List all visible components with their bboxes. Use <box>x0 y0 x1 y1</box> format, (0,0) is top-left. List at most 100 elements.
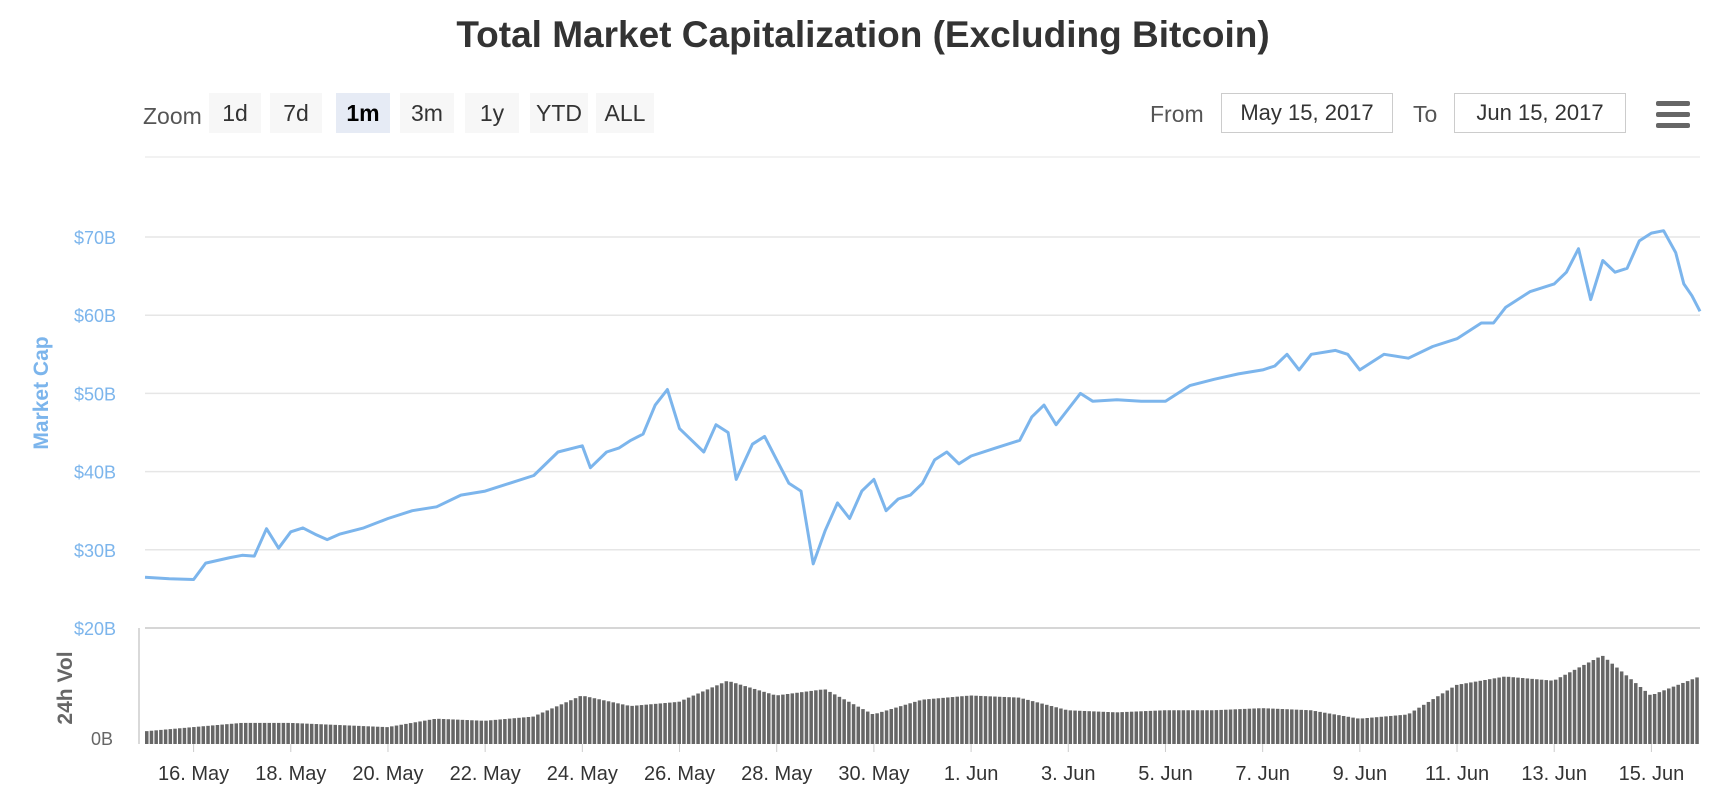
volume-bar <box>1403 714 1407 744</box>
volume-bar <box>790 693 795 744</box>
volume-bar <box>1525 678 1530 744</box>
y-tick-label: $40B <box>74 463 116 483</box>
volume-bar <box>1586 662 1591 744</box>
volume-bar <box>1228 709 1233 744</box>
volume-bar <box>1563 674 1567 744</box>
volume-bar <box>1054 707 1058 744</box>
volume-bar <box>1238 709 1242 744</box>
zoom-all-button[interactable]: ALL <box>596 93 654 133</box>
volume-bar <box>1572 669 1577 744</box>
volume-bar <box>964 695 969 744</box>
volume-bar <box>1205 710 1209 744</box>
zoom-1m-button[interactable]: 1m <box>336 93 390 133</box>
x-tick-label: 16. May <box>158 763 229 785</box>
x-tick-label: 18. May <box>255 763 326 785</box>
volume-bar <box>1167 710 1172 744</box>
x-tick-label: 13. Jun <box>1521 763 1587 785</box>
volume-bar <box>941 697 945 744</box>
to-date-input[interactable]: Jun 15, 2017 <box>1454 93 1626 133</box>
volume-bar <box>950 697 955 744</box>
volume-bar <box>1129 711 1134 744</box>
from-date-input[interactable]: May 15, 2017 <box>1221 93 1393 133</box>
volume-bar <box>512 718 517 744</box>
volume-bar <box>1040 703 1044 744</box>
volume-bar <box>276 722 281 744</box>
volume-bar <box>380 726 385 744</box>
volume-bar <box>1257 708 1261 744</box>
volume-bar <box>1558 677 1563 744</box>
volume-bar <box>587 697 592 744</box>
volume-bar <box>701 691 705 744</box>
volume-bar <box>856 706 861 744</box>
volume-bar <box>1643 690 1647 744</box>
volume-bar <box>413 722 418 744</box>
zoom-7d-button[interactable]: 7d <box>270 93 322 133</box>
volume-bar <box>182 727 187 744</box>
volume-bar <box>371 726 375 744</box>
volume-bar <box>644 704 648 744</box>
volume-bar <box>814 690 818 744</box>
volume-bar <box>1530 678 1534 744</box>
hamburger-menu-icon[interactable] <box>1656 101 1690 129</box>
volume-bar <box>531 716 535 744</box>
volume-bar <box>818 689 823 744</box>
zoom-ytd-button[interactable]: YTD <box>530 93 588 133</box>
volume-bar <box>550 708 554 744</box>
zoom-1d-button[interactable]: 1d <box>209 93 261 133</box>
volume-bar <box>1577 667 1581 744</box>
volume-bar <box>1299 709 1303 744</box>
volume-bar <box>1186 710 1190 744</box>
volume-bar <box>738 684 743 744</box>
volume-bar <box>1209 710 1214 744</box>
volume-bar <box>1115 712 1120 744</box>
volume-bar <box>493 719 498 744</box>
volume-bar <box>1464 683 1468 744</box>
volume-bar <box>1045 704 1049 744</box>
volume-bar <box>526 716 531 744</box>
volume-bar <box>507 718 512 744</box>
volume-bar <box>291 723 295 744</box>
volume-bar <box>347 725 352 744</box>
volume-bar <box>1421 704 1426 744</box>
volume-bar <box>1478 680 1483 744</box>
volume-bar <box>696 693 700 744</box>
volume-bar <box>837 696 842 744</box>
volume-bar <box>1266 708 1270 744</box>
volume-bar <box>625 705 630 744</box>
zoom-1y-button[interactable]: 1y <box>465 93 519 133</box>
volume-bar <box>743 686 747 744</box>
volume-bar <box>1469 682 1473 744</box>
volume-bar <box>1671 686 1676 744</box>
volume-bar <box>1450 687 1454 744</box>
volume-bar <box>1337 715 1341 744</box>
volume-bar <box>357 725 361 744</box>
volume-bar <box>1247 708 1252 744</box>
volume-bar <box>931 698 936 744</box>
volume-bar <box>1619 671 1624 744</box>
volume-bar <box>1487 679 1492 744</box>
volume-bar <box>898 706 903 744</box>
volume-bar <box>1092 711 1096 744</box>
volume-bar <box>889 709 894 744</box>
volume-bar <box>1120 712 1124 744</box>
from-label: From <box>1150 101 1204 127</box>
x-tick-label: 11. Jun <box>1425 763 1489 785</box>
volume-bar <box>187 727 191 744</box>
volume-bar <box>870 714 875 744</box>
volume-bar <box>865 711 870 744</box>
volume-bar <box>1483 679 1487 744</box>
volume-bar <box>1285 709 1289 744</box>
volume-bar <box>1351 717 1355 744</box>
volume-bar <box>177 728 182 744</box>
volume-bar <box>1436 696 1440 744</box>
volume-bar <box>1007 697 1011 744</box>
volume-bar <box>1539 679 1544 744</box>
volume-bar <box>1356 718 1360 744</box>
volume-bar <box>1059 708 1063 744</box>
to-label: To <box>1413 101 1438 127</box>
volume-bar <box>201 726 206 744</box>
volume-bar <box>979 695 983 744</box>
x-tick-label: 1. Jun <box>944 763 998 785</box>
zoom-3m-button[interactable]: 3m <box>400 93 454 133</box>
volume-bar <box>470 720 474 744</box>
